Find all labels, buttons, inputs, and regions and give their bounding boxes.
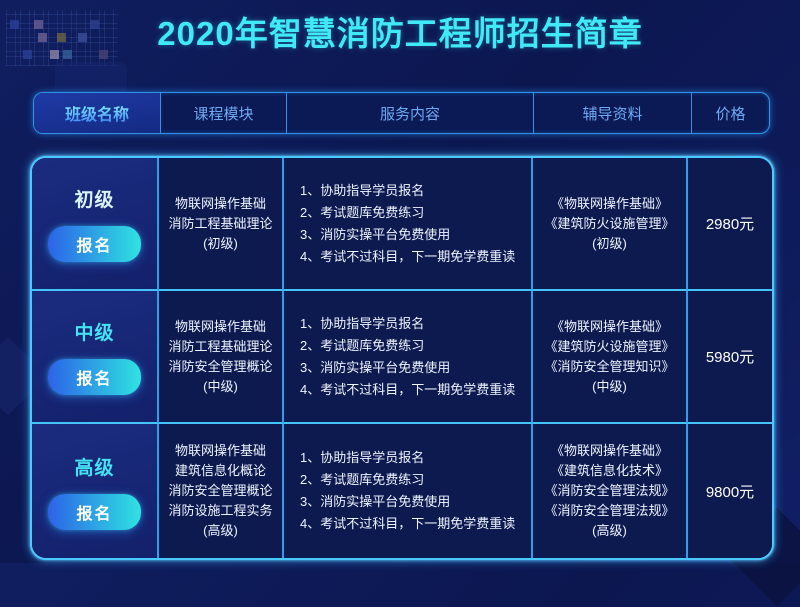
services-text: 1、协助指导学员报名 2、考试题库免费练习 3、消防实操平台免费使用 4、考试不… bbox=[300, 182, 516, 264]
price-text: 2980元 bbox=[705, 216, 755, 233]
cell-materials-beginner: 《物联网操作基础》 《建筑防火设施管理》 (初级) bbox=[533, 158, 688, 291]
course-table: 初级 报名 物联网操作基础 消防工程基础理论 (初级) 1、协助指导学员报名 2… bbox=[30, 156, 774, 560]
decor-square bbox=[90, 20, 99, 29]
price-text: 5980元 bbox=[705, 349, 755, 366]
enroll-button-advanced[interactable]: 报名 bbox=[48, 493, 141, 530]
cell-modules-intermediate: 物联网操作基础 消防工程基础理论 消防安全管理概论 (中级) bbox=[159, 291, 284, 424]
enroll-button-beginner[interactable]: 报名 bbox=[48, 226, 141, 262]
decor-square bbox=[78, 33, 87, 42]
cell-level-beginner: 初级 报名 bbox=[32, 158, 159, 291]
price-text: 9800元 bbox=[705, 483, 755, 501]
cell-price-advanced: 9800元 bbox=[688, 424, 772, 558]
decor-square bbox=[63, 50, 72, 59]
materials-text: 《物联网操作基础》 《建筑防火设施管理》 (初级) bbox=[544, 195, 675, 251]
cell-price-beginner: 2980元 bbox=[688, 158, 772, 291]
header-class-name: 班级名称 bbox=[34, 93, 161, 133]
cell-level-intermediate: 中级 报名 bbox=[32, 291, 159, 424]
modules-text: 物联网操作基础 消防工程基础理论 (初级) bbox=[168, 195, 273, 251]
materials-text: 《物联网操作基础》 《建筑信息化技术》 《消防安全管理法规》 《消防安全管理法规… bbox=[544, 443, 675, 538]
page-title: 2020年智慧消防工程师招生简章 bbox=[157, 15, 643, 52]
level-label: 高级 bbox=[74, 457, 115, 479]
services-text: 1、协助指导学员报名 2、考试题库免费练习 3、消防实操平台免费使用 4、考试不… bbox=[300, 315, 516, 397]
header-price: 价格 bbox=[715, 105, 746, 123]
enroll-button-intermediate[interactable]: 报名 bbox=[48, 359, 141, 395]
cell-modules-advanced: 物联网操作基础 建筑信息化概论 消防安全管理概论 消防设施工程实务 (高级) bbox=[159, 424, 284, 558]
header-service-content: 服务内容 bbox=[287, 93, 534, 133]
level-label: 中级 bbox=[74, 323, 115, 344]
cell-services-advanced: 1、协助指导学员报名 2、考试题库免费练习 3、消防实操平台免费使用 4、考试不… bbox=[284, 424, 533, 558]
cell-services-beginner: 1、协助指导学员报名 2、考试题库免费练习 3、消防实操平台免费使用 4、考试不… bbox=[284, 158, 533, 291]
services-text: 1、协助指导学员报名 2、考试题库免费练习 3、消防实操平台免费使用 4、考试不… bbox=[300, 450, 516, 531]
cell-materials-advanced: 《物联网操作基础》 《建筑信息化技术》 《消防安全管理法规》 《消防安全管理法规… bbox=[533, 424, 688, 558]
cell-level-advanced: 高级 报名 bbox=[32, 424, 159, 558]
decor-square bbox=[38, 33, 47, 42]
decor-square bbox=[50, 50, 59, 59]
decor-square bbox=[57, 33, 66, 42]
cell-services-intermediate: 1、协助指导学员报名 2、考试题库免费练习 3、消防实操平台免费使用 4、考试不… bbox=[284, 291, 533, 424]
header-tutoring-materials: 辅导资料 bbox=[534, 93, 692, 133]
decor-square bbox=[10, 20, 19, 29]
decor-square bbox=[34, 20, 43, 29]
cell-materials-intermediate: 《物联网操作基础》 《建筑防火设施管理》 《消防安全管理知识》 (中级) bbox=[533, 291, 688, 424]
decor-square bbox=[99, 50, 108, 59]
modules-text: 物联网操作基础 建筑信息化概论 消防安全管理概论 消防设施工程实务 (高级) bbox=[168, 443, 273, 538]
modules-text: 物联网操作基础 消防工程基础理论 消防安全管理概论 (中级) bbox=[168, 318, 273, 394]
cell-modules-beginner: 物联网操作基础 消防工程基础理论 (初级) bbox=[159, 158, 284, 291]
header-course-modules: 课程模块 bbox=[161, 93, 287, 133]
decor-square bbox=[23, 50, 32, 59]
table-header-row: 班级名称 课程模块 服务内容 辅导资料 价格 bbox=[33, 92, 770, 134]
level-label: 初级 bbox=[74, 190, 115, 211]
cell-price-intermediate: 5980元 bbox=[688, 291, 772, 424]
materials-text: 《物联网操作基础》 《建筑防火设施管理》 《消防安全管理知识》 (中级) bbox=[544, 318, 675, 394]
